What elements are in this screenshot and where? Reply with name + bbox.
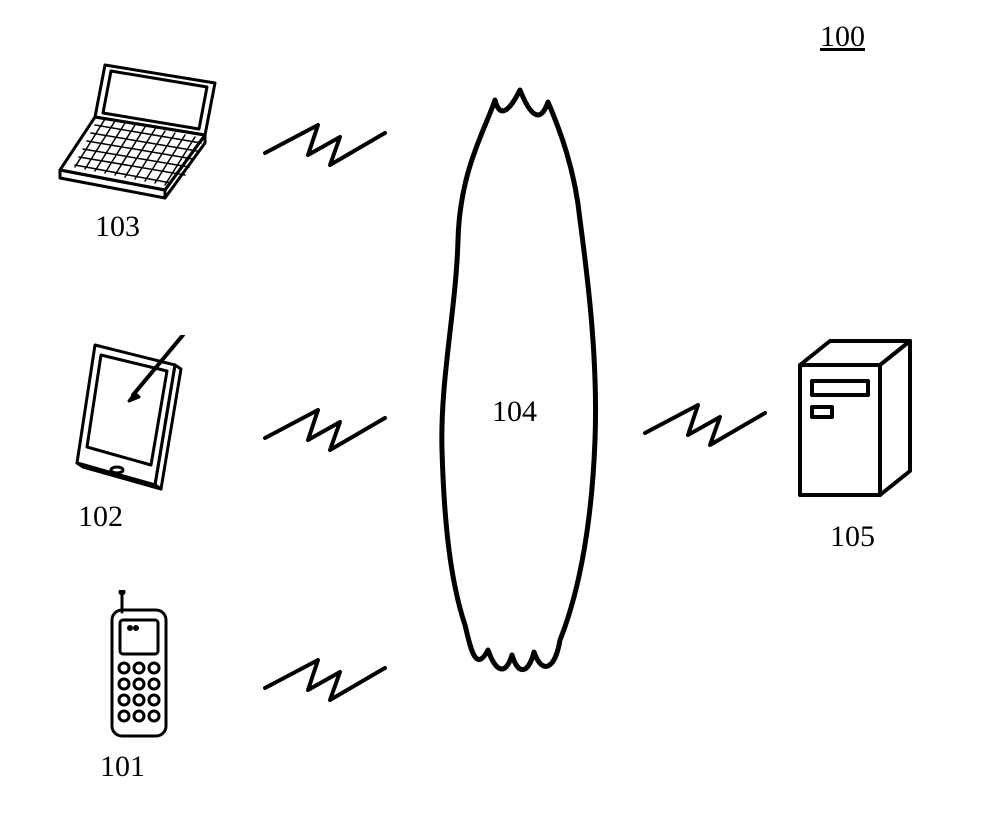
- tablet-ref-label: 102: [78, 500, 123, 534]
- cloud-ref-label: 104: [492, 395, 537, 429]
- cloud-icon: [420, 80, 620, 680]
- tablet-icon: [65, 335, 195, 495]
- laptop-ref-label: 103: [95, 210, 140, 244]
- wireless-icon: [640, 395, 770, 455]
- phone-icon: [100, 590, 180, 740]
- wireless-icon: [260, 115, 390, 175]
- laptop-icon: [55, 55, 235, 205]
- wireless-icon: [260, 400, 390, 460]
- server-icon: [790, 335, 930, 505]
- wireless-icon: [260, 650, 390, 710]
- figure-number-label: 100: [820, 20, 865, 54]
- server-ref-label: 105: [830, 520, 875, 554]
- diagram-canvas: 100: [0, 0, 1000, 823]
- phone-ref-label: 101: [100, 750, 145, 784]
